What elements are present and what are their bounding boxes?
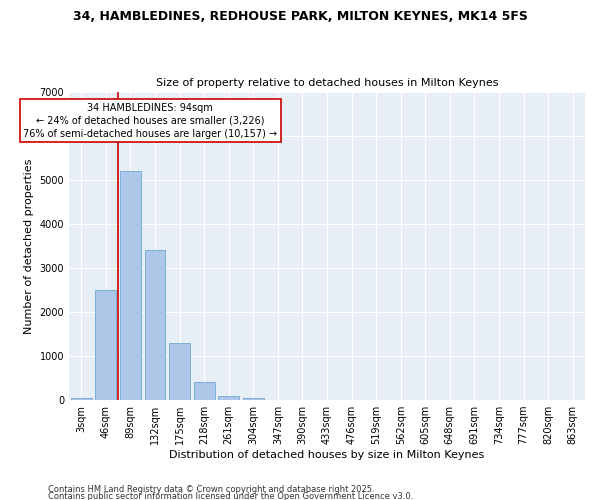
Y-axis label: Number of detached properties: Number of detached properties — [24, 158, 34, 334]
Bar — [194, 382, 215, 400]
Text: 34 HAMBLEDINES: 94sqm
← 24% of detached houses are smaller (3,226)
76% of semi-d: 34 HAMBLEDINES: 94sqm ← 24% of detached … — [23, 102, 277, 139]
Bar — [243, 398, 264, 400]
Bar — [169, 343, 190, 400]
Text: Contains public sector information licensed under the Open Government Licence v3: Contains public sector information licen… — [48, 492, 413, 500]
Bar — [145, 250, 166, 400]
X-axis label: Distribution of detached houses by size in Milton Keynes: Distribution of detached houses by size … — [169, 450, 485, 460]
Bar — [218, 396, 239, 400]
Text: 34, HAMBLEDINES, REDHOUSE PARK, MILTON KEYNES, MK14 5FS: 34, HAMBLEDINES, REDHOUSE PARK, MILTON K… — [73, 10, 527, 23]
Bar — [95, 290, 116, 400]
Bar — [71, 398, 92, 400]
Bar — [120, 171, 141, 400]
Text: Contains HM Land Registry data © Crown copyright and database right 2025.: Contains HM Land Registry data © Crown c… — [48, 486, 374, 494]
Title: Size of property relative to detached houses in Milton Keynes: Size of property relative to detached ho… — [156, 78, 498, 88]
